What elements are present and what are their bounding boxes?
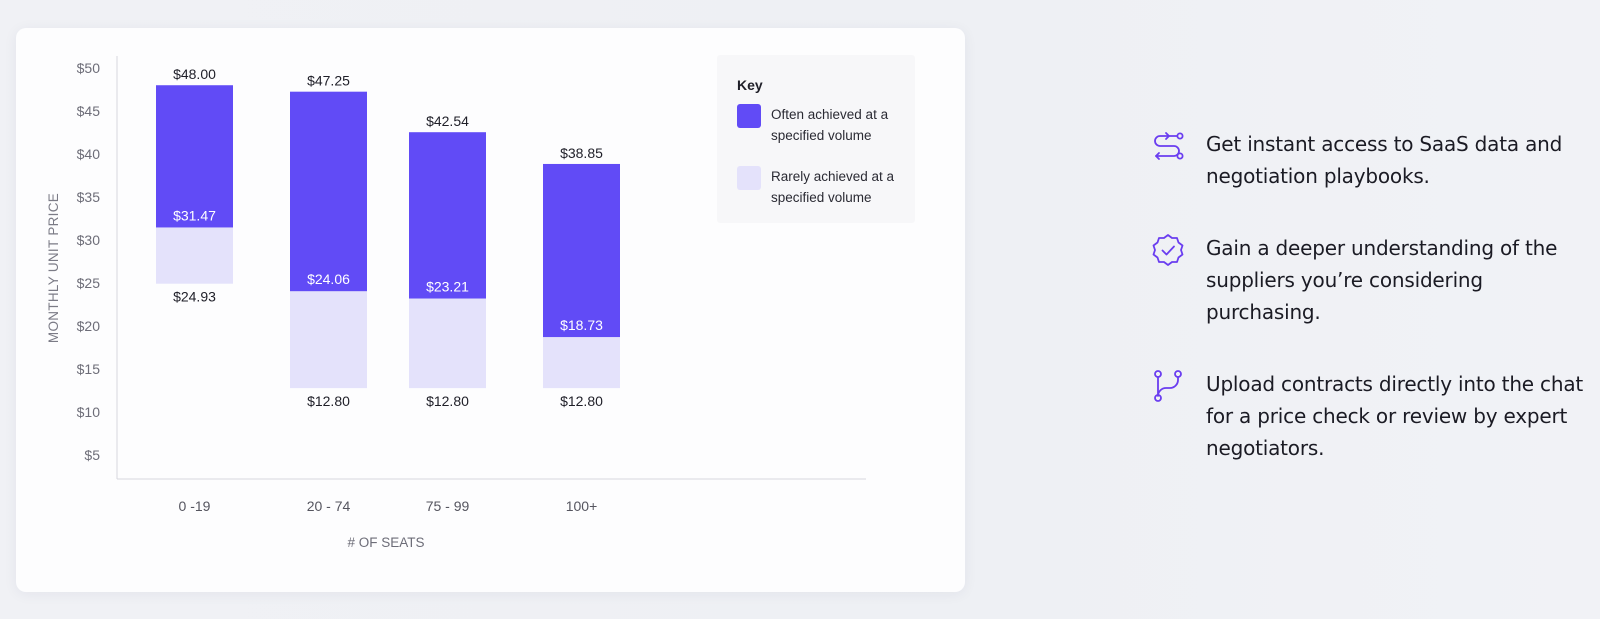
feature-line: Get instant access to SaaS data and xyxy=(1206,132,1563,156)
git-branch-icon xyxy=(1154,370,1182,402)
verified-badge-icon xyxy=(1152,234,1184,266)
y-tick-label: $45 xyxy=(77,103,101,119)
feature-line: purchasing. xyxy=(1206,300,1321,324)
bar-rarely-achieved xyxy=(543,337,620,389)
chart-card: $5 $10 $15 $20 $25 $30 $35 $40 $45 $50 MONTHLY UNI… xyxy=(16,28,965,592)
data-label-top: $38.85 xyxy=(560,145,603,161)
bar-rarely-achieved xyxy=(156,227,233,284)
y-tick-label: $10 xyxy=(77,404,101,420)
y-tick-label: $15 xyxy=(77,361,101,377)
bar-often-achieved xyxy=(156,85,233,228)
feature-item-upload-contracts: Upload contracts directly into the chat … xyxy=(1150,368,1600,464)
data-label-top: $48.00 xyxy=(173,66,216,82)
legend-box xyxy=(717,55,915,223)
feature-line: negotiators. xyxy=(1206,436,1325,460)
legend-swatch xyxy=(737,166,761,190)
y-tick-label: $5 xyxy=(84,447,100,463)
x-axis-label: # OF SEATS xyxy=(347,535,424,550)
data-label-bottom: $12.80 xyxy=(426,393,469,409)
feature-text: Gain a deeper understanding of the suppl… xyxy=(1206,232,1600,328)
feature-line: negotiation playbooks. xyxy=(1206,164,1430,188)
y-axis-label: MONTHLY UNIT PRICE xyxy=(46,193,61,343)
y-tick-label: $50 xyxy=(77,60,101,76)
data-label-mid: $18.73 xyxy=(560,317,603,333)
data-label-mid: $31.47 xyxy=(173,207,216,223)
x-tick-label: 100+ xyxy=(566,498,598,514)
legend-swatch xyxy=(737,104,761,128)
y-tick-label: $30 xyxy=(77,232,101,248)
x-tick-label: 20 - 74 xyxy=(307,498,351,514)
data-label-bottom: $12.80 xyxy=(307,393,350,409)
legend-label: specified volume xyxy=(771,190,872,205)
x-tick-label: 75 - 99 xyxy=(426,498,470,514)
feature-item-saas-data: Get instant access to SaaS data and nego… xyxy=(1150,128,1600,192)
bar-often-achieved xyxy=(543,163,620,338)
data-label-top: $47.25 xyxy=(307,73,350,89)
y-tick-label: $40 xyxy=(77,146,101,162)
feature-line: Upload contracts directly into the chat xyxy=(1206,372,1584,396)
route-arrows-icon xyxy=(1154,132,1184,160)
feature-text: Upload contracts directly into the chat … xyxy=(1206,368,1600,464)
y-tick-label: $25 xyxy=(77,275,101,291)
feature-line: for a price check or review by expert xyxy=(1206,404,1568,428)
data-label-top: $42.54 xyxy=(426,113,469,129)
data-label-mid: $23.21 xyxy=(426,279,469,295)
bar-rarely-achieved xyxy=(409,298,486,389)
x-tick-label: 0 -19 xyxy=(179,498,211,514)
data-label-mid: $24.06 xyxy=(307,271,350,287)
feature-line: Gain a deeper understanding of the xyxy=(1206,236,1558,260)
legend-label: Often achieved at a xyxy=(771,107,889,122)
bar-often-achieved xyxy=(290,91,367,292)
data-label-bottom: $24.93 xyxy=(173,289,216,305)
data-label-bottom: $12.80 xyxy=(560,393,603,409)
legend-label: specified volume xyxy=(771,128,872,143)
legend-label: Rarely achieved at a xyxy=(771,169,895,184)
legend-title: Key xyxy=(737,77,763,93)
y-tick-label: $35 xyxy=(77,189,101,205)
feature-line: suppliers you’re considering xyxy=(1206,268,1483,292)
y-tick-label: $20 xyxy=(77,318,101,334)
feature-text: Get instant access to SaaS data and nego… xyxy=(1206,128,1600,192)
bar-rarely-achieved xyxy=(290,291,367,389)
price-bar-chart: $5 $10 $15 $20 $25 $30 $35 $40 $45 $50 MONTHLY UNI… xyxy=(46,55,915,550)
bar-often-achieved xyxy=(409,132,486,299)
feature-item-supplier-understanding: Gain a deeper understanding of the suppl… xyxy=(1150,232,1600,328)
